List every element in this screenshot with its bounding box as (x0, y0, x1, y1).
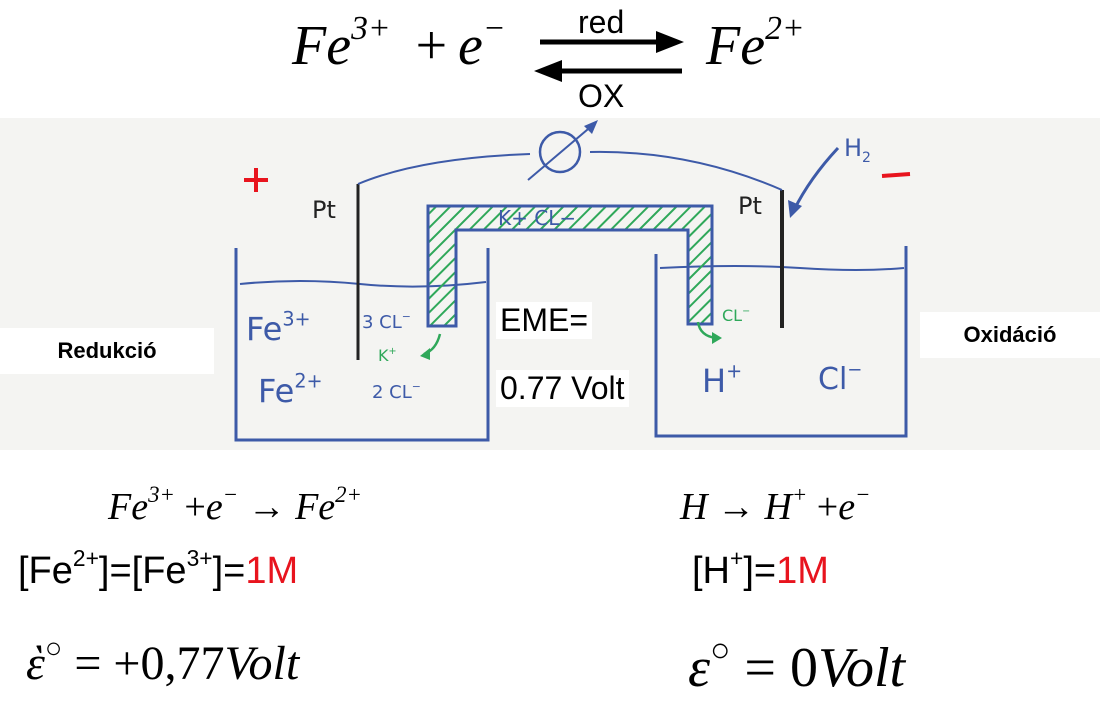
arrow-label-red: red (578, 4, 625, 40)
right-pt-label: Pt (738, 192, 762, 220)
eme-label: EME= (496, 302, 593, 339)
right-beaker (654, 246, 908, 438)
arrow-label-ox: OX (578, 78, 625, 114)
left-half-reaction: Fe3+ +e− → Fe2+ (108, 481, 362, 528)
fe2-species: Fe2+ (706, 9, 805, 77)
cell-drawing (234, 120, 911, 442)
h2-label: H2 (844, 134, 871, 166)
left-bridge-k-label: K+ (378, 345, 397, 365)
right-half-reaction: H → H+ +e− (680, 481, 871, 528)
backward-arrow (534, 60, 682, 82)
left-bridge-cl2-label: 2 CL− (372, 379, 421, 403)
top-equation: Fe3+ (292, 9, 391, 77)
top-plus: + (412, 15, 450, 77)
right-bridge-cl-label: CL− (722, 305, 751, 325)
minus-sign (881, 172, 911, 178)
left-concentration: [Fe2+]=[Fe3+]=1M (18, 544, 299, 592)
h2-arrow (792, 146, 840, 211)
cl-ion-label: Cl− (818, 359, 863, 397)
oxidation-label: Oxidáció (920, 312, 1100, 358)
fe3-ion-label: Fe3+ (246, 307, 311, 348)
eme-value: 0.77 Volt (496, 370, 629, 407)
voltmeter (538, 130, 582, 174)
external-wire (357, 150, 783, 191)
equilibrium-arrows (534, 31, 684, 82)
left-standard-potential: ὲ○ = +0,77Volt (26, 632, 300, 690)
right-concentration: [H+]=1M (692, 544, 829, 592)
right-concentration-value: 1M (776, 550, 829, 592)
fe2-ion-label: Fe2+ (258, 369, 323, 410)
reduction-label: Redukció (0, 328, 214, 374)
left-concentration-value: 1M (245, 550, 299, 592)
left-beaker (234, 248, 490, 442)
right-standard-potential: ε○ = 0Volt (688, 631, 906, 699)
top-electron: e− (458, 9, 506, 77)
salt-bridge-label: K+ CL− (498, 206, 577, 230)
forward-arrow (540, 31, 684, 53)
fe3-species: Fe3+ (292, 9, 391, 77)
left-pt-label: Pt (312, 196, 336, 224)
left-bridge-cl-label: 3 CL− (362, 309, 411, 333)
h-plus-ion-label: H+ (702, 359, 743, 400)
